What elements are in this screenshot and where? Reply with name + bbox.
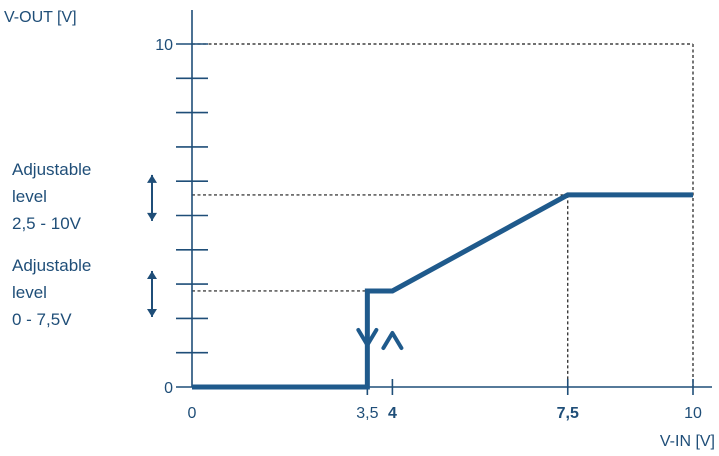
adjust-arrow-up-head-1 [147, 270, 157, 279]
x-tick-label-1: 3,5 [356, 405, 378, 422]
x-tick-label-3: 7,5 [557, 405, 579, 422]
annotation-0-line-1: level [12, 187, 47, 206]
labels: V-OUT [V] V-IN [V] 0 10 0 3,5 4 7,5 10 Adjustab… [4, 9, 715, 450]
hysteresis-arrows [356, 327, 404, 350]
annotation-0-line-0: Adjustable [12, 160, 91, 179]
x-axis-label: V-IN [V] [660, 433, 715, 450]
x-tick-label-4: 10 [684, 405, 702, 422]
hysteresis-arrow-up [381, 330, 404, 350]
adjustable-arrows [147, 174, 157, 317]
ticks [176, 43, 694, 395]
adjust-arrow-up-head-0 [147, 174, 157, 183]
x-tick-label-0: 0 [188, 405, 197, 422]
y-axis-label: V-OUT [V] [4, 9, 77, 26]
adjust-arrow-down-head-0 [147, 212, 157, 221]
reference-lines [192, 43, 694, 387]
axes [191, 10, 712, 388]
annotation-1-line-2: 0 - 7,5V [12, 310, 72, 329]
x-tick-label-2: 4 [388, 405, 397, 422]
annotation-1-line-1: level [12, 283, 47, 302]
y-tick-label-1: 10 [155, 37, 173, 54]
y-tick-label-0: 0 [164, 380, 173, 397]
adjust-arrow-down-head-1 [147, 308, 157, 317]
annotation-1-line-0: Adjustable [12, 256, 91, 275]
annotation-0-line-2: 2,5 - 10V [12, 214, 82, 233]
series-curve [192, 192, 693, 390]
hysteresis-arrow-down [356, 327, 379, 347]
series-line-0 [192, 192, 693, 390]
